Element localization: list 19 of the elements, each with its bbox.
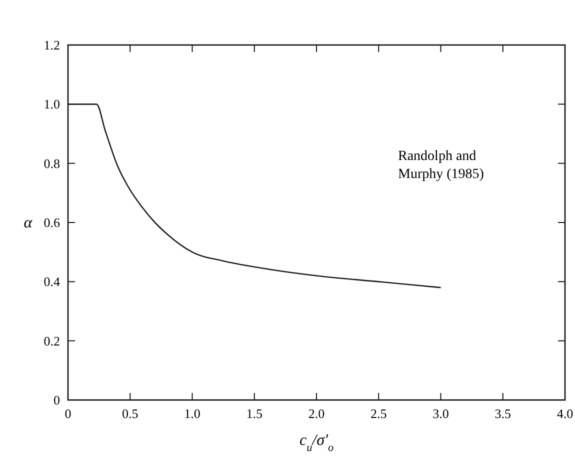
y-tick-label: 0.2	[44, 333, 60, 348]
x-tick-label: 2.0	[308, 406, 325, 421]
y-tick-label: 0.8	[44, 156, 60, 171]
y-tick-label: 1.2	[44, 38, 60, 52]
y-tick-label: 0	[54, 392, 60, 408]
y-tick-label: 0.4	[44, 274, 60, 290]
x-tick-label: 0	[64, 406, 72, 421]
y-tick-label: 1.0	[44, 96, 60, 112]
x-tick-label: 0.5	[122, 406, 138, 421]
x-tick-label: 2.5	[370, 406, 387, 421]
x-axis-title: c$_{u}$/σ'$_{o}$	[299, 432, 334, 454]
x-tick-label: 1.0	[184, 406, 200, 421]
x-tick-label: 1.5	[246, 406, 262, 421]
x-tick-label: 4.0	[556, 406, 574, 421]
x-tick-label: 3.0	[432, 406, 449, 421]
x-tick-label: 3.5	[494, 406, 511, 421]
y-axis-title: α	[24, 214, 33, 232]
annotation: Randolph and Murphy (1985)	[398, 149, 484, 182]
y-tick-label: 0.6	[44, 215, 60, 230]
